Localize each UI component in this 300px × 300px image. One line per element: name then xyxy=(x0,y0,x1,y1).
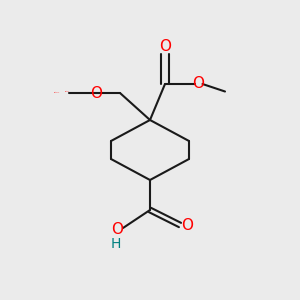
Text: H: H xyxy=(110,237,121,250)
Text: O: O xyxy=(159,39,171,54)
Text: methyl: methyl xyxy=(58,91,63,92)
Text: methyl: methyl xyxy=(65,91,70,92)
Text: O: O xyxy=(182,218,194,232)
Text: O: O xyxy=(192,76,204,92)
Text: O: O xyxy=(90,85,102,100)
Text: methoxy: methoxy xyxy=(54,92,60,93)
Text: O: O xyxy=(111,222,123,237)
